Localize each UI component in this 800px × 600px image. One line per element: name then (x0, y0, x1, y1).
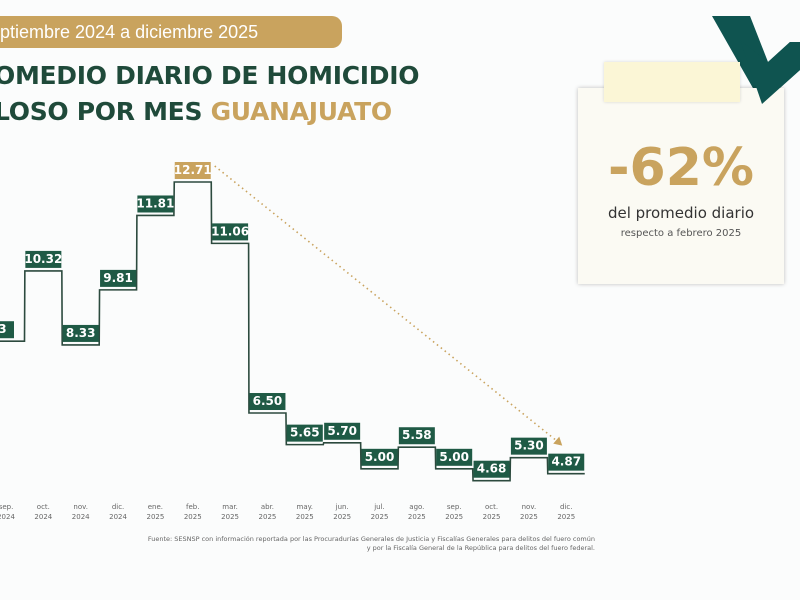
x-tick-label: 2025 (221, 513, 239, 521)
data-label-box (473, 460, 510, 478)
x-tick-label: may. (297, 503, 313, 511)
note-tape (604, 62, 740, 102)
data-label: 5.00 (439, 450, 469, 464)
state-name: GUANAJUATO (210, 97, 393, 126)
page-title: OMEDIO DIARIO DE HOMICIDIO LOSO POR MES … (0, 58, 419, 130)
data-label: 5.58 (402, 428, 432, 442)
source-line-2: y por la Fiscalía General de la Repúblic… (366, 544, 595, 552)
title-line-1: OMEDIO DIARIO DE HOMICIDIO (0, 61, 420, 90)
data-label-box (548, 453, 585, 471)
note-subcaption: respecto a febrero 2025 (620, 228, 742, 239)
x-tick-label: jun. (335, 503, 349, 511)
x-tick-label: 2024 (0, 513, 15, 521)
x-tick-label: oct. (485, 503, 498, 511)
x-tick-label: 2025 (333, 513, 351, 521)
data-label: 12.71 (174, 163, 212, 177)
x-tick-label: 2025 (371, 513, 389, 521)
source-line-1: Fuente: SESNSP con información reportada… (147, 535, 595, 543)
x-tick-label: oct. (37, 503, 50, 511)
title-line-2: LOSO POR MES GUANAJUATO (0, 94, 419, 130)
x-tick-label: ago. (409, 503, 424, 511)
data-label-box (137, 195, 174, 213)
data-label: 11.81 (136, 196, 174, 210)
x-tick-label: 2024 (72, 513, 90, 521)
period-banner: eptiembre 2024 a diciembre 2025 (0, 16, 342, 48)
x-tick-label: 2025 (408, 513, 426, 521)
x-tick-label: 2025 (146, 513, 164, 521)
x-tick-label: nov. (73, 503, 88, 511)
period-text: eptiembre 2024 a diciembre 2025 (0, 22, 259, 42)
data-label-box (212, 223, 249, 241)
sticky-note (578, 88, 784, 284)
x-tick-label: dic. (112, 503, 124, 511)
data-label: 9.81 (103, 271, 133, 285)
x-tick-label: 2025 (445, 513, 463, 521)
data-label-box (361, 448, 398, 466)
x-tick-label: 2024 (34, 513, 52, 521)
note-caption: del promedio diario (607, 204, 755, 222)
data-label-box (436, 448, 473, 466)
percent-change: -62% (607, 138, 755, 198)
x-tick-label: 2024 (109, 513, 127, 521)
data-label-box (286, 424, 323, 442)
x-tick-label: jul. (373, 503, 385, 511)
x-tick-label: ene. (148, 503, 163, 511)
x-tick-label: 2025 (259, 513, 277, 521)
step-line (0, 181, 585, 482)
data-label-box (510, 437, 547, 455)
data-label: 5.30 (514, 439, 544, 453)
x-tick-label: nov. (522, 503, 537, 511)
source-note: Fuente: SESNSP con información reportada… (140, 535, 595, 553)
data-label: 11.06 (211, 224, 249, 238)
x-tick-label: dic. (560, 503, 572, 511)
x-tick-label: 2025 (296, 513, 314, 521)
trend-arrow-head (553, 436, 563, 446)
data-label-box (398, 427, 435, 445)
x-tick-label: sep. (0, 503, 13, 511)
x-tick-label: 2025 (520, 513, 538, 521)
x-tick-label: sep. (447, 503, 462, 511)
data-label: 8.33 (66, 326, 96, 340)
data-label: .43 (0, 322, 7, 336)
data-label-box (62, 324, 99, 342)
data-label: 5.65 (290, 426, 320, 440)
data-label-box (324, 422, 361, 440)
x-tick-label: 2025 (483, 513, 501, 521)
data-label: 10.32 (24, 252, 62, 266)
data-label-box (100, 269, 137, 287)
data-label-box (25, 250, 62, 268)
x-tick-label: abr. (261, 503, 274, 511)
data-label: 4.68 (477, 462, 507, 476)
title-text: LOSO POR MES (0, 97, 211, 126)
x-tick-label: feb. (186, 503, 199, 511)
data-label: 5.00 (365, 450, 395, 464)
data-label: 5.70 (327, 424, 357, 438)
data-label: 4.87 (551, 455, 581, 469)
data-label-box (249, 393, 286, 411)
x-tick-label: 2025 (184, 513, 202, 521)
x-tick-label: 2025 (557, 513, 575, 521)
x-tick-label: mar. (222, 503, 238, 511)
data-label: 6.50 (253, 394, 283, 408)
data-label-box (174, 162, 211, 179)
data-label-box (0, 321, 14, 339)
